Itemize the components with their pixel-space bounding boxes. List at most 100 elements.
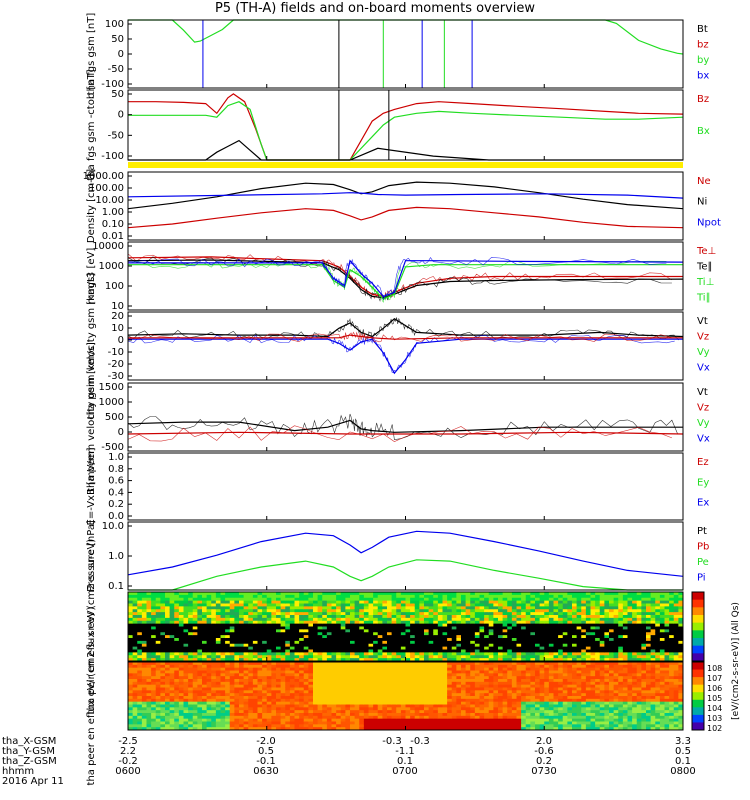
heatmap-cell <box>146 727 152 731</box>
heatmap-cell <box>410 704 416 708</box>
heatmap-cell <box>678 612 684 616</box>
heatmap-cell <box>437 684 443 688</box>
heatmap-cell <box>636 629 642 633</box>
heatmap-cell <box>525 612 531 616</box>
heatmap-cell <box>243 690 249 694</box>
heatmap-cell <box>132 643 138 648</box>
heatmap-cell <box>289 652 295 656</box>
heatmap-cell <box>350 594 356 599</box>
heatmap-cell <box>484 643 490 648</box>
heatmap-cell <box>326 615 332 619</box>
heatmap-cell <box>664 626 670 630</box>
heatmap-cell <box>447 635 453 639</box>
heatmap-cell <box>211 640 217 645</box>
heatmap-cell <box>428 727 434 731</box>
heatmap-cell <box>137 704 143 708</box>
heatmap-cell <box>502 673 508 677</box>
heatmap-cell <box>521 649 527 653</box>
heatmap-cell <box>484 704 490 708</box>
heatmap-cell <box>308 606 314 610</box>
heatmap-cell <box>576 652 582 656</box>
heatmap-cell <box>317 649 323 653</box>
heatmap-cell <box>285 626 291 630</box>
heatmap-cell <box>206 640 212 645</box>
heatmap-cell <box>368 620 374 625</box>
heatmap-cell <box>377 664 383 669</box>
heatmap-cell <box>507 603 513 607</box>
heatmap-cell <box>340 632 346 636</box>
heatmap-cell <box>373 646 379 650</box>
heatmap-cell <box>280 718 286 722</box>
heatmap-cell <box>474 646 480 650</box>
heatmap-cell <box>128 592 134 596</box>
heatmap-cell <box>419 684 425 688</box>
heatmap-cell <box>160 667 166 671</box>
heatmap-cell <box>220 597 226 602</box>
heatmap-cell <box>174 646 180 650</box>
heatmap-cell <box>428 676 434 680</box>
heatmap-cell <box>479 623 485 627</box>
heatmap-cell <box>336 718 342 722</box>
heatmap-cell <box>461 701 467 705</box>
heatmap-cell <box>474 600 480 604</box>
heatmap-cell <box>585 649 591 653</box>
heatmap-cell <box>433 612 439 616</box>
heatmap-cell <box>498 620 504 625</box>
heatmap-cell <box>470 646 476 650</box>
heatmap-cell <box>488 592 494 596</box>
heatmap-cell <box>387 673 393 677</box>
heatmap-cell <box>465 652 471 656</box>
heatmap-cell <box>539 615 545 619</box>
heatmap-cell <box>266 626 272 630</box>
heatmap-cell <box>414 681 420 686</box>
heatmap-cell <box>470 715 476 720</box>
heatmap-cell <box>664 646 670 650</box>
heatmap-cell <box>243 718 249 722</box>
heatmap-cell <box>646 617 652 622</box>
heatmap-cell <box>248 667 254 671</box>
heatmap-cell <box>511 606 517 610</box>
heatmap-cell <box>511 603 517 607</box>
heatmap-cell <box>595 609 601 613</box>
heatmap-cell <box>183 615 189 619</box>
heatmap-cell <box>479 643 485 648</box>
heatmap-cell <box>317 658 323 662</box>
heatmap-cell <box>493 620 499 625</box>
heatmap-cell <box>539 638 545 642</box>
heatmap-cell <box>419 655 425 659</box>
heatmap-cell <box>368 713 374 717</box>
heatmap-cell <box>405 640 411 645</box>
heatmap-cell <box>340 693 346 697</box>
heatmap-cell <box>451 673 457 677</box>
heatmap-cell <box>128 684 134 688</box>
heatmap-cell <box>257 693 263 697</box>
heatmap-cell <box>248 679 254 683</box>
heatmap-cell <box>646 643 652 648</box>
heatmap-cell <box>590 638 596 642</box>
heatmap-cell <box>655 640 661 645</box>
heatmap-cell <box>313 664 319 669</box>
heatmap-cell <box>479 606 485 610</box>
heatmap-cell <box>646 640 652 645</box>
heatmap-cell <box>229 635 235 639</box>
heatmap-cell <box>308 687 314 691</box>
heatmap-cell <box>669 632 675 636</box>
heatmap-cell <box>303 698 309 703</box>
heatmap-cell <box>562 592 568 596</box>
heatmap-cell <box>202 597 208 602</box>
heatmap-cell <box>137 623 143 627</box>
heatmap-cell <box>202 662 208 666</box>
heatmap-cell <box>165 597 171 602</box>
heatmap-cell <box>141 701 147 705</box>
heatmap-cell <box>322 718 328 722</box>
heatmap-cell <box>206 713 212 717</box>
legend-Vt: Vt <box>697 387 708 398</box>
heatmap-cell <box>659 623 665 627</box>
heatmap-cell <box>442 701 448 705</box>
heatmap-cell <box>331 638 337 642</box>
heatmap-cell <box>553 620 559 625</box>
heatmap-cell <box>252 715 258 720</box>
heatmap-cell <box>211 698 217 703</box>
heatmap-cell <box>313 635 319 639</box>
series-Bx <box>128 101 684 161</box>
